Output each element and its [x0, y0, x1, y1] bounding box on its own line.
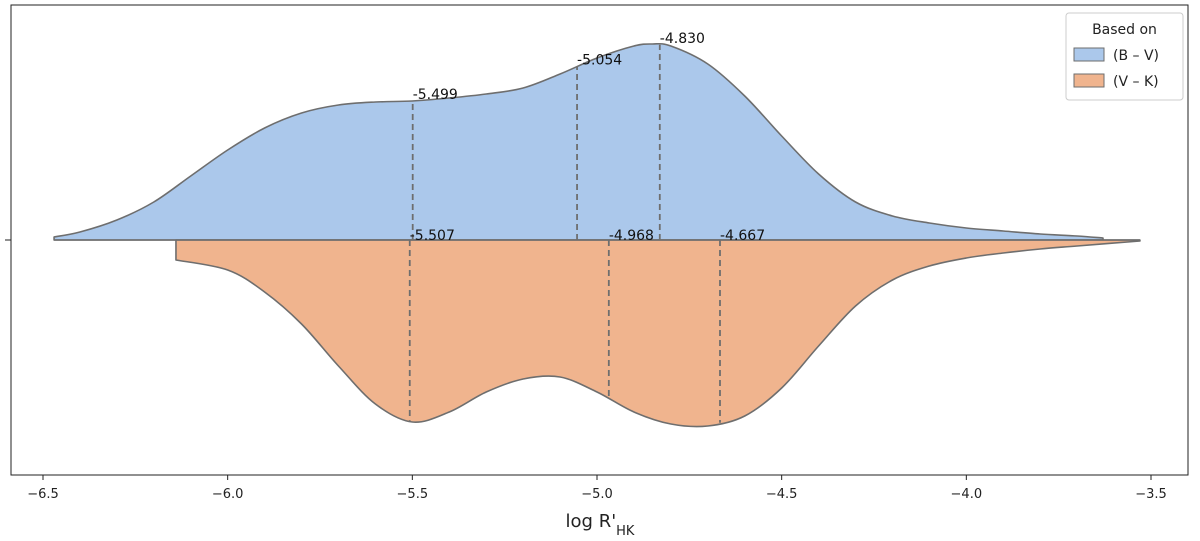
x-tick-label: −6.5: [27, 487, 59, 502]
legend-entry-label: (B – V): [1113, 48, 1159, 64]
quartile-label: -4.667: [720, 228, 765, 244]
quartile-label: -4.968: [609, 228, 654, 244]
x-tick-label: −3.5: [1135, 487, 1167, 502]
x-axis-label: log R'HK: [566, 511, 635, 539]
legend-swatch: [1073, 47, 1105, 62]
quartile-label: -5.507: [410, 228, 455, 244]
violin-half-upper: [53, 42, 1104, 241]
x-tick-label: −4.5: [766, 487, 798, 502]
violin-half-lower: [175, 239, 1141, 428]
legend-swatch: [1073, 73, 1105, 88]
x-axis: −6.5 −6.0 −5.5 −5.0 −4.5 −4.0 −3.5: [27, 475, 1167, 502]
x-tick-label: −5.5: [397, 487, 429, 502]
violin-layer: [53, 42, 1141, 428]
x-tick-label: −4.0: [951, 487, 983, 502]
quartile-label: -5.499: [413, 87, 458, 103]
x-tick-label: −5.0: [581, 487, 613, 502]
quartile-label: -4.830: [660, 31, 705, 47]
legend-title: Based on: [1092, 22, 1157, 38]
legend: Based on (B – V) (V – K): [1065, 12, 1184, 101]
legend-entry-label: (V – K): [1113, 74, 1159, 90]
x-tick-label: −6.0: [212, 487, 244, 502]
quartile-layer: -5.499 -5.054 -4.830 -5.507 -4.968 -4.667: [408, 31, 765, 423]
quartile-label: -5.054: [577, 53, 622, 69]
